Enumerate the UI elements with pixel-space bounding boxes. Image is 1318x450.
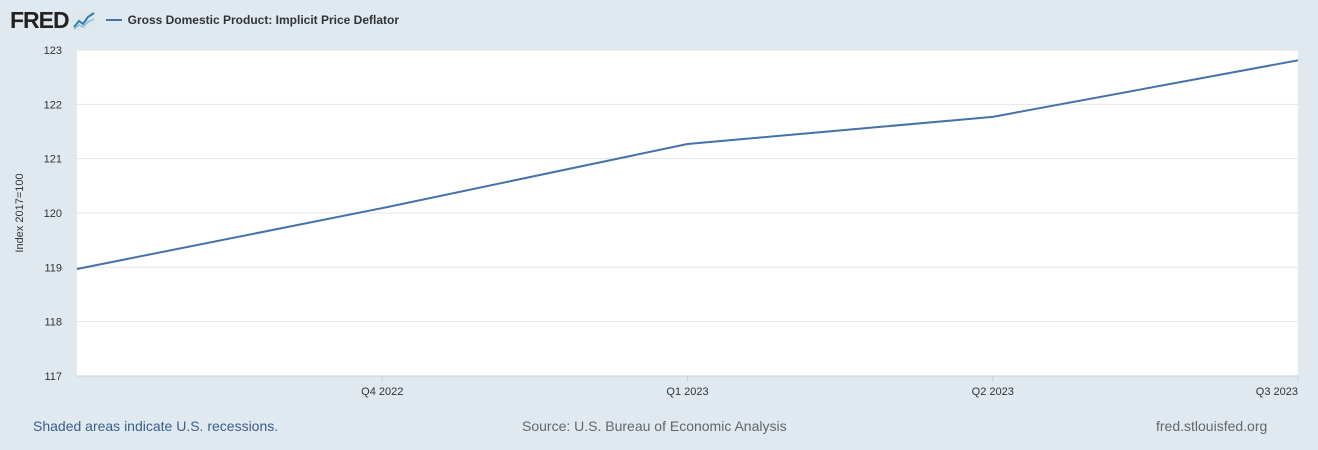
y-tick-label: 120 bbox=[44, 208, 62, 220]
legend: Gross Domestic Product: Implicit Price D… bbox=[105, 13, 400, 27]
grid-lines bbox=[77, 49, 1298, 323]
chart-line-icon bbox=[71, 10, 96, 30]
y-tick-label: 117 bbox=[44, 371, 62, 383]
fred-logo[interactable]: FRED bbox=[10, 6, 96, 33]
series-group bbox=[76, 59, 1299, 270]
x-axis-ticks: Q4 2022 Q1 2023 Q2 2023 Q3 2023 bbox=[361, 376, 1299, 398]
y-tick-label: 123 bbox=[44, 45, 62, 57]
y-tick-label: 119 bbox=[44, 262, 62, 274]
recessions-note[interactable]: Shaded areas indicate U.S. recessions. bbox=[33, 418, 279, 434]
site-link[interactable]: fred.stlouisfed.org bbox=[1156, 418, 1268, 434]
x-tick-label: Q1 2023 bbox=[666, 386, 708, 398]
y-axis-ticks: 117 118 119 120 121 122 123 bbox=[44, 45, 62, 383]
y-axis-title: Index 2017=100 bbox=[14, 173, 26, 252]
y-tick-label: 118 bbox=[44, 317, 62, 329]
legend-label: Gross Domestic Product: Implicit Price D… bbox=[127, 13, 400, 27]
y-tick-label: 122 bbox=[44, 99, 62, 111]
series-line-0[interactable] bbox=[76, 59, 1299, 270]
chart-header: FRED Gross Domestic Product: Implicit Pr… bbox=[10, 8, 399, 32]
x-tick-label: Q2 2023 bbox=[972, 386, 1014, 398]
legend-swatch bbox=[105, 19, 122, 21]
x-tick-label: Q3 2023 bbox=[1256, 386, 1298, 398]
fred-logo-text: FRED bbox=[10, 6, 70, 33]
source-note: Source: U.S. Bureau of Economic Analysis bbox=[522, 418, 787, 434]
x-tick-label: Q4 2022 bbox=[361, 386, 403, 398]
y-tick-label: 121 bbox=[44, 154, 62, 166]
